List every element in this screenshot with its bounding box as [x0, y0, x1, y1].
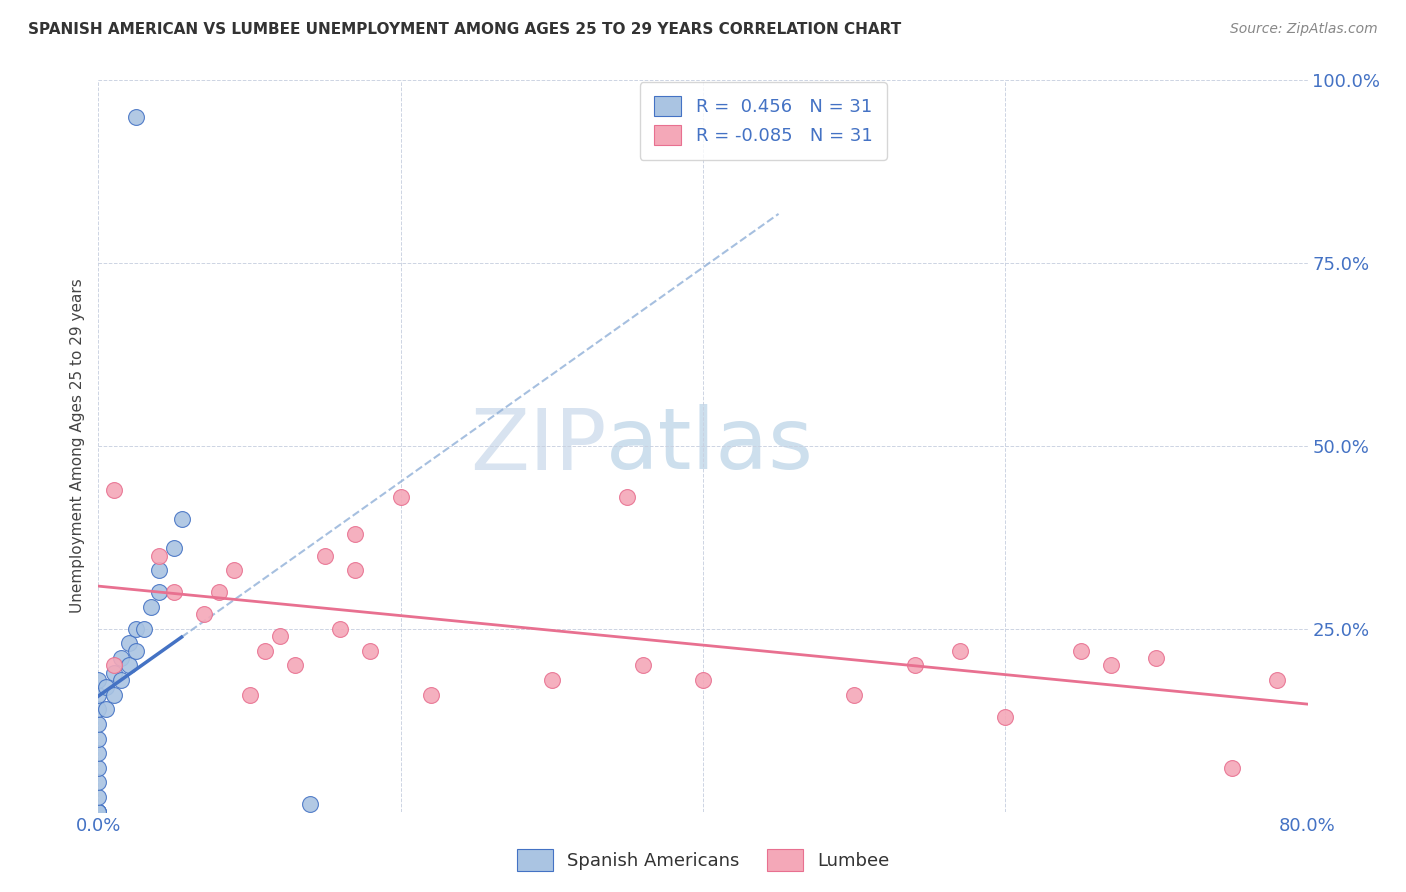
- Point: [616, 490, 638, 504]
- Point: [269, 629, 291, 643]
- Point: [631, 658, 654, 673]
- Point: [87, 702, 110, 716]
- Point: [314, 549, 336, 563]
- Point: [87, 717, 110, 731]
- Point: [87, 688, 110, 702]
- Point: [1220, 761, 1243, 775]
- Point: [148, 585, 170, 599]
- Point: [148, 549, 170, 563]
- Point: [125, 644, 148, 658]
- Point: [1070, 644, 1092, 658]
- Point: [110, 651, 132, 665]
- Text: ZIP: ZIP: [470, 404, 606, 488]
- Point: [253, 644, 276, 658]
- Text: atlas: atlas: [606, 404, 814, 488]
- Point: [141, 599, 163, 614]
- Point: [949, 644, 972, 658]
- Point: [344, 563, 367, 577]
- Point: [224, 563, 246, 577]
- Point: [299, 797, 322, 812]
- Point: [87, 775, 110, 789]
- Point: [125, 622, 148, 636]
- Point: [103, 483, 125, 497]
- Point: [1267, 673, 1289, 687]
- Point: [87, 746, 110, 760]
- Point: [87, 805, 110, 819]
- Point: [239, 688, 262, 702]
- Point: [329, 622, 352, 636]
- Text: SPANISH AMERICAN VS LUMBEE UNEMPLOYMENT AMONG AGES 25 TO 29 YEARS CORRELATION CH: SPANISH AMERICAN VS LUMBEE UNEMPLOYMENT …: [28, 22, 901, 37]
- Point: [904, 658, 927, 673]
- Point: [87, 805, 110, 819]
- Legend: R =  0.456   N = 31, R = -0.085   N = 31: R = 0.456 N = 31, R = -0.085 N = 31: [640, 82, 887, 160]
- Point: [1144, 651, 1167, 665]
- Point: [344, 526, 367, 541]
- Point: [103, 665, 125, 680]
- Text: Source: ZipAtlas.com: Source: ZipAtlas.com: [1230, 22, 1378, 37]
- Point: [87, 673, 110, 687]
- Point: [389, 490, 412, 504]
- Point: [170, 512, 193, 526]
- Point: [193, 607, 215, 622]
- Point: [360, 644, 382, 658]
- Point: [118, 658, 141, 673]
- Point: [94, 681, 117, 695]
- Point: [692, 673, 714, 687]
- Point: [163, 541, 186, 556]
- Point: [103, 658, 125, 673]
- Point: [1099, 658, 1122, 673]
- Point: [284, 658, 307, 673]
- Point: [87, 805, 110, 819]
- Point: [118, 636, 141, 650]
- Point: [94, 702, 117, 716]
- Point: [87, 731, 110, 746]
- Point: [132, 622, 155, 636]
- Point: [540, 673, 562, 687]
- Point: [110, 673, 132, 687]
- Point: [125, 110, 148, 124]
- Point: [148, 563, 170, 577]
- Point: [87, 790, 110, 805]
- Point: [994, 709, 1017, 723]
- Legend: Spanish Americans, Lumbee: Spanish Americans, Lumbee: [509, 842, 897, 879]
- Point: [844, 688, 866, 702]
- Point: [208, 585, 231, 599]
- Point: [87, 805, 110, 819]
- Point: [103, 688, 125, 702]
- Point: [420, 688, 443, 702]
- Point: [87, 761, 110, 775]
- Point: [163, 585, 186, 599]
- Y-axis label: Unemployment Among Ages 25 to 29 years: Unemployment Among Ages 25 to 29 years: [69, 278, 84, 614]
